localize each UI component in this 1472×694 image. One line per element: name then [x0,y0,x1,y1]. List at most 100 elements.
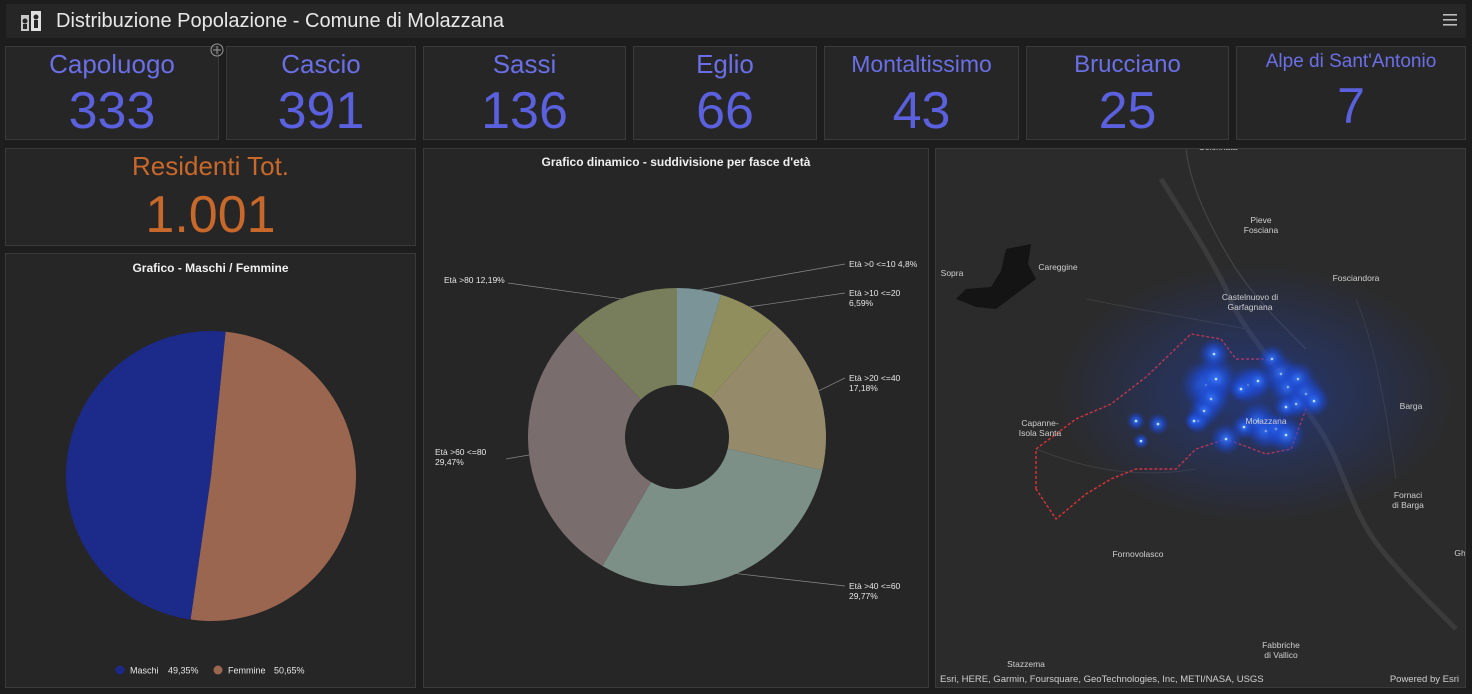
donut-slice[interactable] [711,324,826,471]
pie-slice-femmine[interactable] [190,331,356,621]
leader-line [818,377,846,392]
map-place-label: Capanne- [1021,418,1059,428]
card-value: 66 [696,82,754,140]
card-value: 391 [277,82,365,140]
legend-value: 50,65% [274,666,305,676]
slice-label: Età >40 <=60 [849,581,901,591]
legend-swatch [115,665,125,675]
card-sassi: Sassi 136 [423,46,626,140]
map-place-label: Stazzema [1007,659,1045,669]
card-value: 333 [68,82,156,140]
population-dot [1134,419,1138,423]
card-label: Alpe di Sant'Antonio [1265,51,1437,72]
card-label: Cascio [281,49,361,79]
card-label: Sassi [492,49,557,79]
slice-label: Età >60 <=80 [435,447,487,457]
leader-line [507,282,622,300]
slice-value: 29,47% [435,457,464,467]
gender-chart-title: Grafico - Maschi / Femmine [132,261,289,275]
card-label: Capoluogo [49,49,175,79]
population-dot [1156,422,1160,426]
pie-slice-maschi[interactable] [66,330,226,620]
population-dot [1212,352,1216,356]
donut-slice[interactable] [602,448,823,586]
population-dot [1312,399,1316,403]
slice-label: Età >10 <=20 [849,288,901,298]
map-powered-by[interactable]: Powered by Esri [1389,674,1459,685]
map-place-label: Fornovolasco [1112,549,1163,559]
card-alpe-di-sant-antonio: Alpe di Sant'Antonio 7 [1236,46,1466,140]
map-place-label: Garfagnana [1228,302,1273,312]
donut-slice[interactable] [573,288,677,400]
age-donut-chart: Età >0 <=10 4,8% Età >10 <=206,59% Età >20… [435,259,918,601]
card-brucciano: Brucciano 25 [1026,46,1229,140]
app-header: Distribuzione Popolazione - Comune di Mo… [6,4,1466,38]
population-dot [1139,439,1143,443]
population-heatmap [1056,264,1456,524]
population-dot [1284,405,1288,409]
population-dot [1214,377,1218,381]
card-label: Brucciano [1074,51,1181,78]
lake [956,244,1036,309]
card-montaltissimo: Montaltissimo 43 [824,46,1019,140]
map-place-label: Fornaci [1394,490,1422,500]
slice-value: 29,77% [849,591,878,601]
population-dot [1192,419,1196,423]
card-eglio: Eglio 66 [633,46,817,140]
card-cascio: Cascio 391 [226,46,416,140]
slice-value: 17,18% [849,383,878,393]
population-dot [1242,425,1246,429]
map-place-label: Fosciandora [1333,273,1380,283]
leader-line [699,263,846,291]
age-chart-title: Grafico dinamico - suddivisione per fasc… [541,155,811,169]
leader-line [736,573,846,587]
map-place-label: Colonnata [1199,149,1238,152]
map-place-label: Pieve [1250,215,1272,225]
slice-label: Età >20 <=40 [849,373,901,383]
total-value: 1.001 [145,186,276,244]
population-dot [1284,433,1288,437]
age-chart-panel: Grafico dinamico - suddivisione per fasc… [423,148,929,688]
total-label: Residenti Tot. [131,151,290,181]
map-place-label: Castelnuovo di [1222,292,1278,302]
map-place-label: Sopra [941,268,964,278]
card-value: 7 [1337,78,1365,134]
map-panel[interactable]: Sopra Careggine Pieve Fosciana Fosciandora Ca… [935,148,1466,688]
map-place-label: Molazzana [1245,416,1286,426]
gender-pie-chart: Maschi 49,35% Femmine 50,65% [66,330,356,676]
map-place-label: di Vallico [1264,650,1298,660]
card-value: 25 [1098,82,1157,140]
map-place-label: Isola Santa [1019,428,1062,438]
donut-slice[interactable] [528,329,651,567]
people-icon [21,11,41,31]
map-place-label: Careggine [1038,262,1077,272]
donut-slice[interactable] [692,294,775,398]
card-value: 43 [892,82,951,140]
population-dot [1256,379,1260,383]
map-place-label: di Barga [1392,500,1424,510]
population-dot [1239,387,1243,391]
map-attribution: Esri, HERE, Garmin, Foursquare, GeoTechn… [940,674,1264,685]
leader-line [505,454,530,460]
map-place-label: Barga [1400,401,1423,411]
map-place-label: Fosciana [1244,225,1279,235]
card-label: Montaltissimo [851,51,992,77]
legend-value: 49,35% [168,666,199,676]
page-title: Distribuzione Popolazione - Comune di Mo… [56,9,505,32]
card-capoluogo: Capoluogo 333 [5,46,219,140]
donut-slice[interactable] [677,288,722,388]
card-value: 136 [481,82,568,140]
slice-label: Età >80 12,19% [444,275,505,285]
drag-handle-icon[interactable] [210,43,224,57]
legend-label[interactable]: Maschi [130,666,159,676]
legend-label[interactable]: Femmine [228,666,266,676]
map-place-label: Gh [1454,548,1465,558]
card-label: Eglio [696,49,754,79]
card-residenti-totale: Residenti Tot. 1.001 [5,148,416,246]
slice-label: Età >0 <=10 4,8% [849,259,918,269]
gender-chart-panel: Grafico - Maschi / Femmine Maschi 49,35% F… [5,253,416,688]
map-place-label: Fabbriche [1262,640,1300,650]
hamburger-menu-icon[interactable] [1442,12,1458,28]
slice-value: 6,59% [849,298,874,308]
